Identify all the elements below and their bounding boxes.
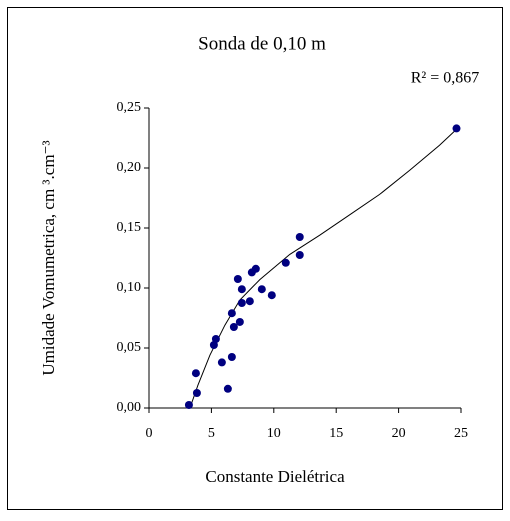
point <box>281 258 290 267</box>
chart-title: Sonda de 0,10 m <box>198 33 326 54</box>
point <box>452 124 461 133</box>
y-tick-label: 0,05 <box>117 340 142 355</box>
point <box>237 299 246 307</box>
y-tick-label: 0,10 <box>117 280 142 295</box>
point <box>245 297 254 306</box>
point <box>227 353 236 361</box>
point <box>211 335 220 343</box>
point <box>295 233 304 241</box>
x-axis-title: Constante Dielétrica <box>205 467 345 486</box>
point <box>229 323 238 331</box>
x-tick-label: 25 <box>454 426 468 441</box>
point <box>191 369 200 378</box>
point <box>251 264 260 273</box>
y-tick-label: 0,15 <box>117 220 142 235</box>
point <box>209 341 218 349</box>
point <box>235 317 244 326</box>
y-axis-title: Umidade Vomumetrica, cm ³.cm⁻³ <box>39 140 58 375</box>
point <box>217 358 226 367</box>
point <box>295 251 304 259</box>
y-tick-label: 0,20 <box>117 160 142 175</box>
trendline <box>189 128 458 409</box>
x-tick-label: 5 <box>208 426 215 441</box>
point <box>267 291 276 300</box>
annotation: R² = 0,867 <box>411 70 480 87</box>
x-tick-label: 20 <box>392 426 406 441</box>
x-tick-label: 15 <box>329 426 343 441</box>
point <box>237 285 246 294</box>
y-tick-label: 0,00 <box>117 400 142 415</box>
point <box>257 285 266 294</box>
chart-frame <box>7 7 503 510</box>
point <box>192 389 201 397</box>
point <box>223 384 232 393</box>
x-tick-label: 10 <box>267 426 281 441</box>
point <box>227 309 236 318</box>
point <box>233 275 242 283</box>
y-tick-label: 0,25 <box>117 100 142 115</box>
x-tick-label: 0 <box>146 426 153 441</box>
point <box>184 401 193 409</box>
